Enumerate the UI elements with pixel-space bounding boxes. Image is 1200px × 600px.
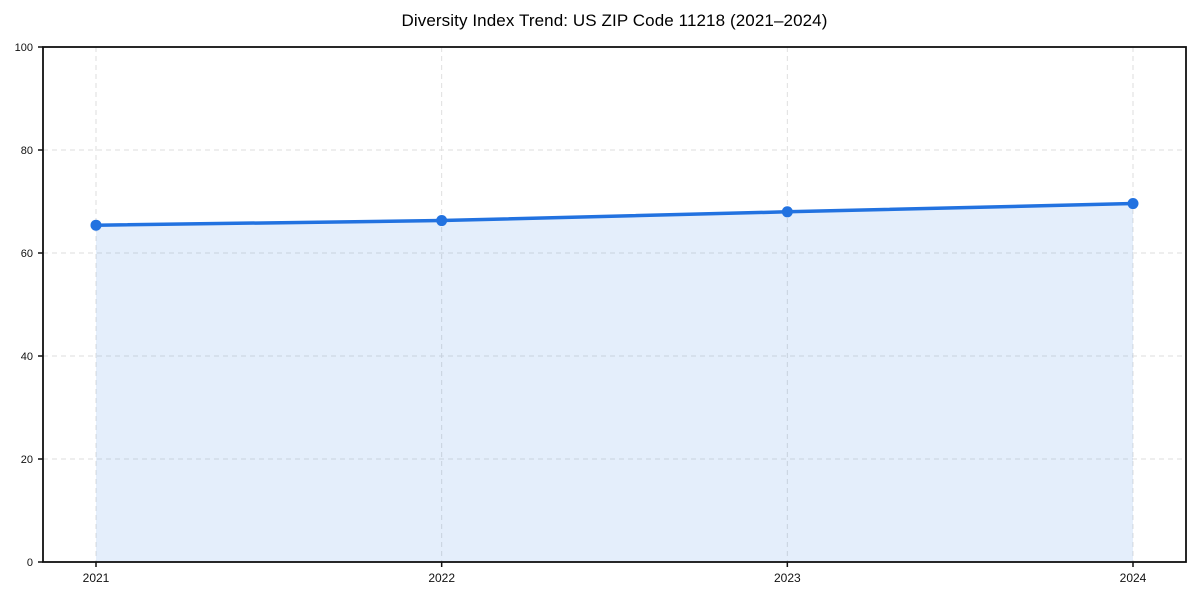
x-axis-tick-label: 2021 (83, 571, 110, 585)
y-axis-tick-label: 20 (21, 454, 33, 466)
data-point (781, 206, 793, 218)
y-axis-tick-label: 60 (21, 248, 33, 260)
y-axis-tick-label: 40 (21, 351, 33, 363)
y-axis-tick-label: 80 (21, 145, 33, 157)
chart-title: Diversity Index Trend: US ZIP Code 11218… (401, 11, 828, 30)
x-axis-tick-label: 2022 (428, 571, 455, 585)
area-fill (96, 203, 1133, 562)
y-axis-tick-label: 0 (27, 557, 33, 569)
x-axis-tick-label: 2024 (1120, 571, 1147, 585)
data-point (1127, 198, 1139, 210)
trend-line (94, 201, 1135, 227)
data-point (436, 215, 448, 227)
data-point (90, 219, 102, 231)
y-axis-tick-label: 100 (15, 42, 33, 54)
x-axis-tick-label: 2023 (774, 571, 801, 585)
plot-border (42, 46, 1187, 563)
